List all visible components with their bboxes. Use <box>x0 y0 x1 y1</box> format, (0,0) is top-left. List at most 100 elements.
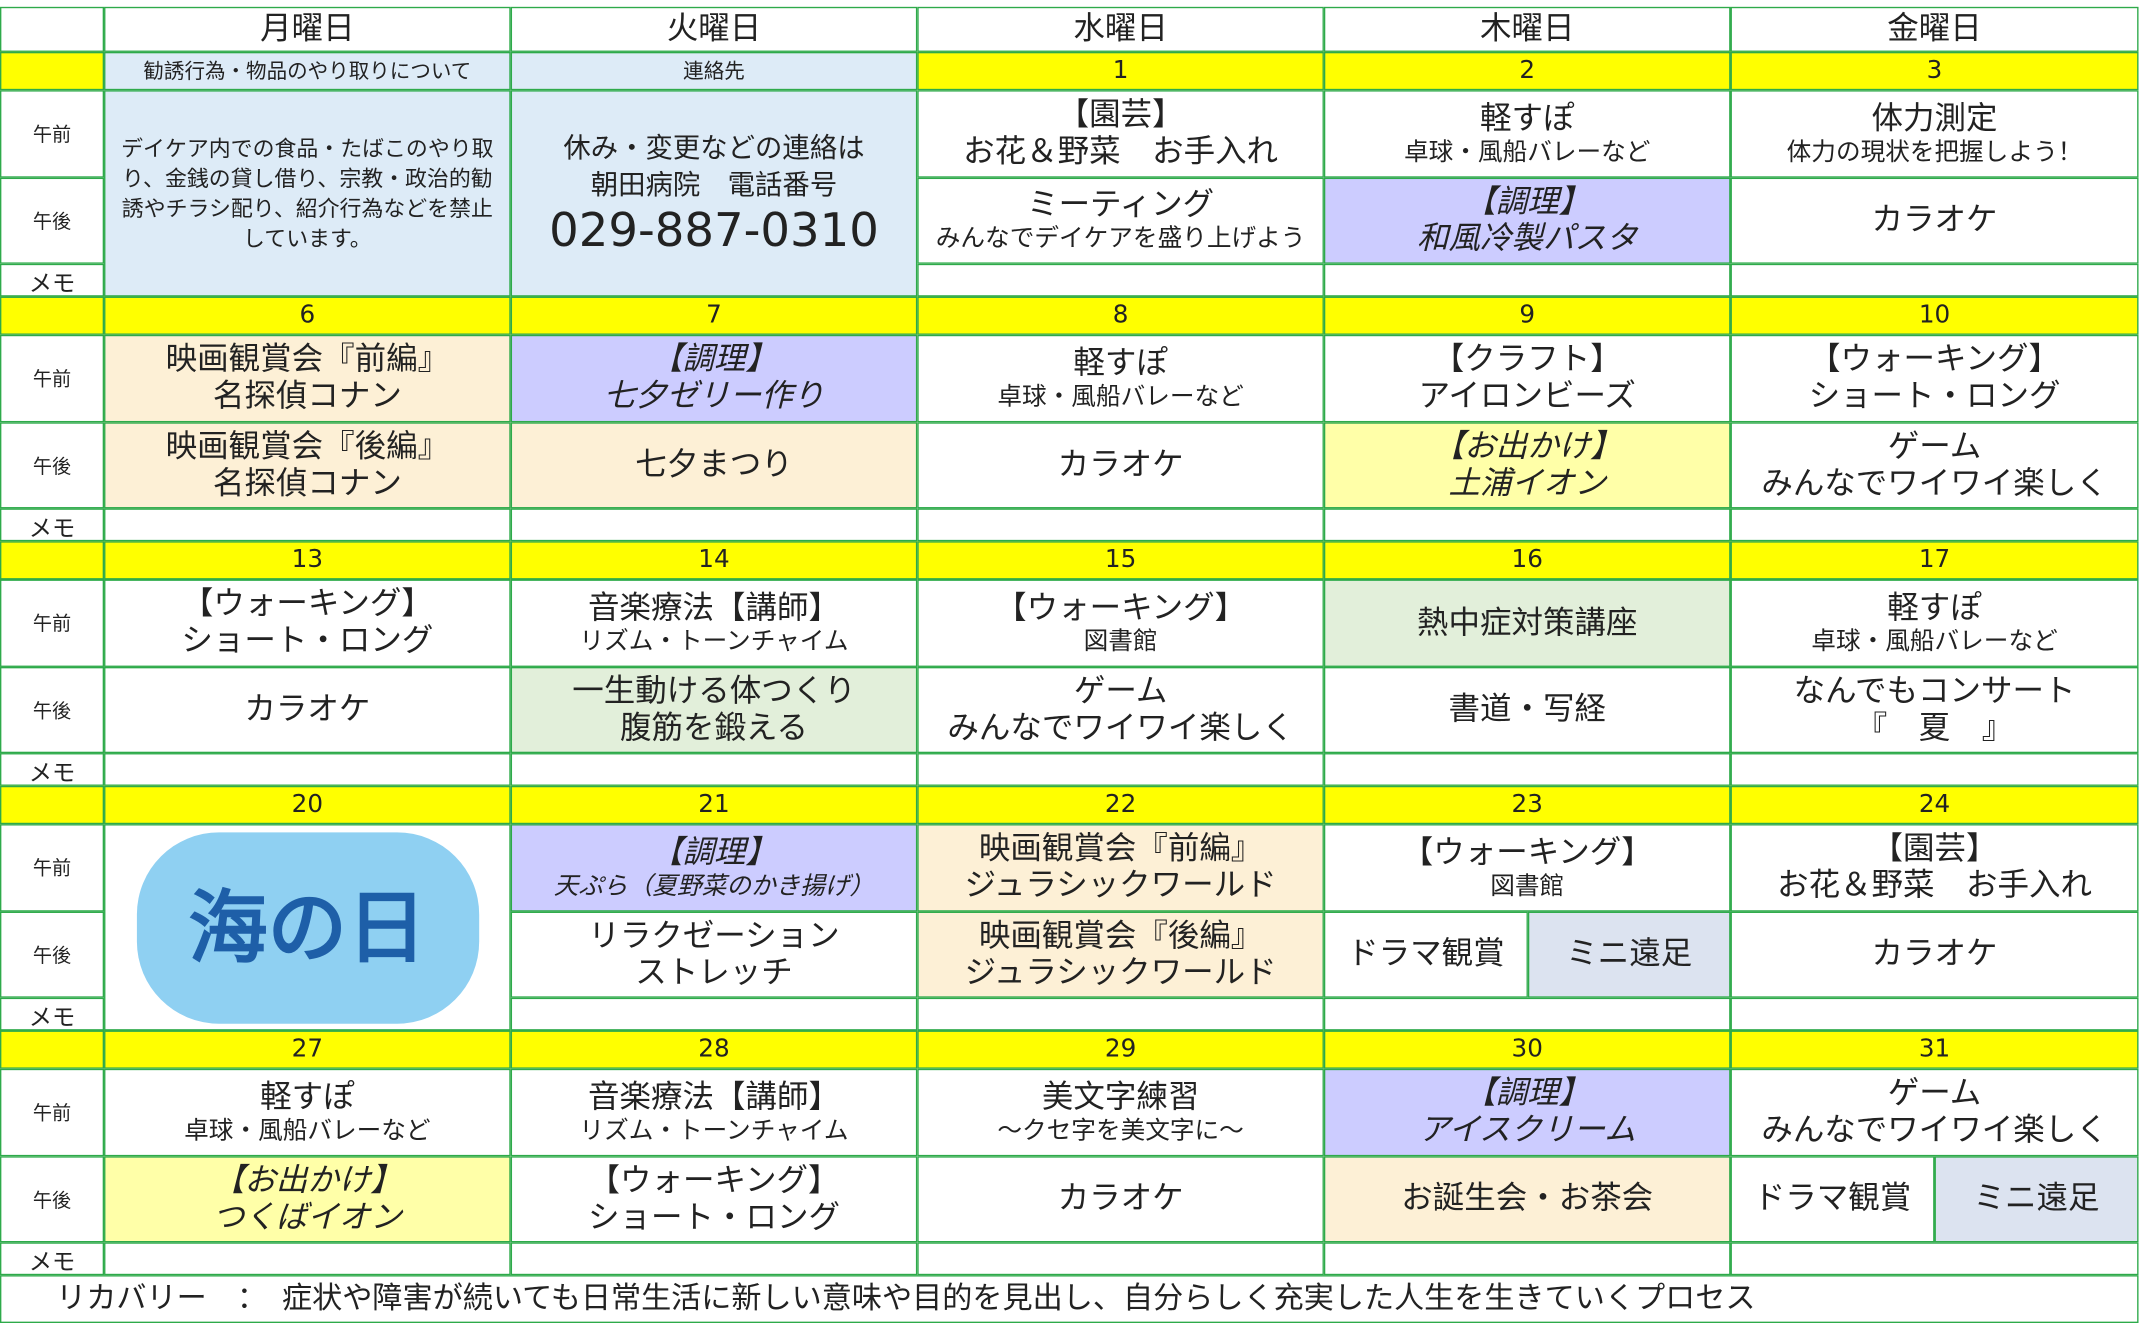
activity-cell: カラオケ <box>917 1156 1324 1243</box>
notice-title: 勧誘行為・物品のやり取りについて <box>104 51 511 91</box>
pm-label: 午後 <box>32 945 72 967</box>
date: 31 <box>1918 1034 1951 1064</box>
activity: 七夕ゼリー作り <box>603 378 825 415</box>
activity: 名探偵コナン <box>212 378 402 415</box>
activity-cell: カラオケ <box>1730 911 2139 998</box>
activity: お花＆野菜 お手入れ <box>1777 867 2092 904</box>
date: 1 <box>1112 56 1129 85</box>
contact-title: 連絡先 <box>510 51 918 91</box>
day-header: 月曜日 <box>104 6 511 52</box>
contact-title: 連絡先 <box>683 58 745 84</box>
activity-cell: ミニ遠足 <box>1527 911 1731 998</box>
row-label: 午後 <box>0 177 105 264</box>
memo-cell <box>1323 997 1731 1031</box>
footer: リカバリー ： 症状や障害が続いても日常生活に新しい意味や目的を見出し、自分らし… <box>0 1275 2139 1323</box>
activity-cell: 軽すぽ 卓球・風船バレーなど <box>1730 579 2139 667</box>
row-label: メモ <box>0 997 105 1031</box>
memo-label: メモ <box>28 269 76 297</box>
pm-label: 午後 <box>32 455 72 478</box>
pm-label: 午後 <box>32 211 72 234</box>
day-name: 月曜日 <box>260 10 355 47</box>
activity: みんなでワイワイ楽しく <box>1761 1112 2108 1149</box>
notice-title: 勧誘行為・物品のやり取りについて <box>143 58 472 84</box>
date: 22 <box>1104 789 1137 819</box>
day-header: 木曜日 <box>1323 6 1731 52</box>
memo-cell <box>1323 753 1731 786</box>
activity-cell: カラオケ <box>104 666 511 754</box>
activity-detail: 図書館 <box>1490 871 1565 900</box>
activity-detail: 卓球・風船バレーなど <box>997 382 1244 411</box>
activity: 書道・写経 <box>1448 691 1606 728</box>
date: 15 <box>1104 545 1137 575</box>
date-cell: 30 <box>1323 1030 1731 1069</box>
contact-line: 朝田病院 電話番号 <box>590 167 838 201</box>
memo-cell <box>1730 1242 2139 1276</box>
date-cell: 3 <box>1730 51 2139 91</box>
activity-cell: ドラマ観賞 <box>1730 1156 1935 1243</box>
am-label: 午前 <box>32 124 72 147</box>
activity: ジュラシックワールド <box>964 954 1277 991</box>
holiday-cell: 海の日 <box>104 824 511 1031</box>
date-cell: 13 <box>104 541 511 580</box>
date-cell: 27 <box>104 1030 511 1069</box>
activity-cell: 【調理】 和風冷製パスタ <box>1323 177 1731 264</box>
date-cell: 23 <box>1323 785 1731 825</box>
activity: 【ウォーキング】 <box>588 1162 840 1198</box>
activity-cell: 映画観賞会『前編』 ジュラシックワールド <box>917 824 1324 912</box>
memo-label: メモ <box>28 1248 76 1276</box>
activity-detail: 図書館 <box>1083 626 1158 656</box>
activity: 【ウォーキング】 <box>995 589 1247 626</box>
date: 29 <box>1104 1034 1137 1064</box>
date: 20 <box>291 789 324 819</box>
activity-detail: 天ぷら（夏野菜のかき揚げ） <box>553 871 875 900</box>
activity: 七夕まつり <box>635 446 793 483</box>
activity: 軽すぽ <box>1887 589 1982 626</box>
date-cell: 17 <box>1730 541 2139 580</box>
activity: 腹筋を鍛える <box>619 710 808 746</box>
activity: みんなでワイワイ楽しく <box>947 710 1294 746</box>
activity: 軽すぽ <box>1073 345 1168 381</box>
memo-cell <box>510 753 918 786</box>
memo-cell <box>917 753 1324 786</box>
activity-cell: 美文字練習 ～クセ字を美文字に～ <box>917 1068 1324 1157</box>
row-label: 午後 <box>0 422 105 509</box>
date: 30 <box>1511 1034 1543 1064</box>
activity-cell: 【ウォーキング】 ショート・ロング <box>1730 334 2139 423</box>
activity: ミニ遠足 <box>1973 1180 2100 1217</box>
contact-line: 029-887-0310 <box>549 202 879 258</box>
activity: 映画観賞会『前編』 <box>165 341 450 378</box>
day-name: 木曜日 <box>1479 10 1575 47</box>
memo-cell <box>1323 263 1731 297</box>
memo-cell <box>510 997 918 1031</box>
activity: ドラマ観賞 <box>1753 1180 1912 1217</box>
activity-cell: 【調理】 七夕ゼリー作り <box>510 334 918 423</box>
activity-cell: 軽すぽ 卓球・風船バレーなど <box>1323 90 1731 178</box>
am-label: 午前 <box>32 613 72 636</box>
row-label: メモ <box>0 1242 105 1276</box>
activity-detail: 卓球・風船バレーなど <box>1811 626 2058 656</box>
date: 24 <box>1918 789 1951 819</box>
row-label: 午後 <box>0 1156 105 1243</box>
activity: アイスクリーム <box>1418 1112 1636 1149</box>
activity: 名探偵コナン <box>212 465 402 501</box>
memo-cell <box>1730 508 2139 542</box>
activity-detail: ～クセ字を美文字に～ <box>997 1115 1244 1145</box>
activity-cell: 音楽療法【講師】 リズム・トーンチャイム <box>510 1068 918 1157</box>
memo-cell <box>1730 263 2139 297</box>
date-row-label <box>0 1030 105 1069</box>
activity: ドラマ観賞 <box>1347 936 1505 972</box>
memo-cell <box>1323 508 1731 542</box>
activity-cell: ゲーム みんなでワイワイ楽しく <box>1730 1068 2139 1157</box>
date-cell: 21 <box>510 785 918 825</box>
activity: ゲーム <box>1887 428 1982 465</box>
day-name: 金曜日 <box>1887 10 1982 47</box>
date: 21 <box>698 789 730 819</box>
activity-detail: 卓球・風船バレーなど <box>184 1115 431 1145</box>
memo-cell <box>917 263 1324 297</box>
activity-detail: リズム・トーンチャイム <box>579 626 849 656</box>
activity-detail: みんなでデイケアを盛り上げよう <box>935 224 1306 253</box>
notice-body: デイケア内での食品・たばこのやり取り、金銭の貸し借り、宗教・政治的勧誘やチラシ配… <box>104 90 511 297</box>
date: 13 <box>291 545 324 575</box>
activity-cell: カラオケ <box>917 422 1324 509</box>
date: 7 <box>706 300 722 330</box>
